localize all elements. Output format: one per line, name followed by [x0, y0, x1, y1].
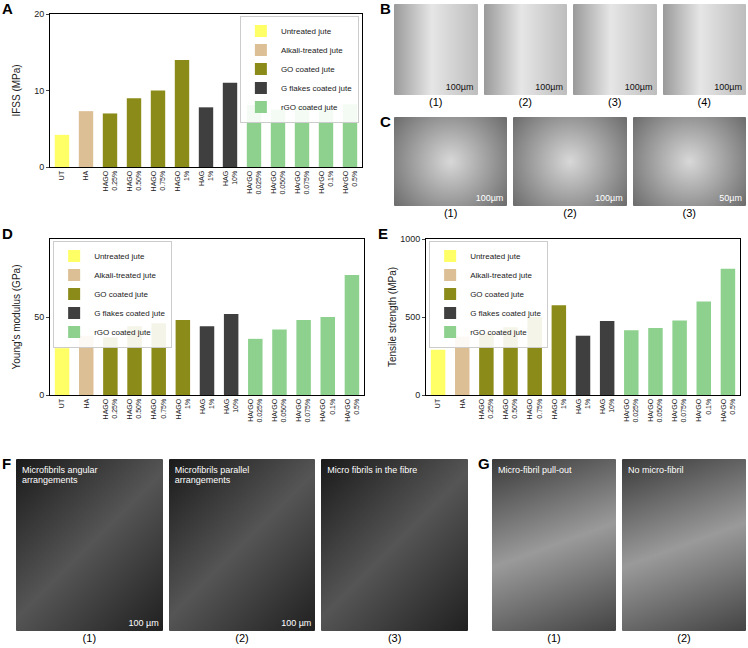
svg-text:Untreated jute: Untreated jute [281, 27, 332, 36]
html-text:100µm: 100µm [475, 193, 504, 203]
svg-text:HAG1%: HAG1% [575, 399, 591, 414]
html-text:100µm: 100µm [445, 82, 474, 92]
svg-text:HAG10%: HAG10% [222, 171, 238, 186]
svg-text:UT: UT [434, 398, 441, 408]
svg-text:HArGO0.050%: HArGO0.050% [647, 398, 663, 422]
svg-text:HAG1%: HAG1% [199, 399, 215, 414]
svg-text:HAGO1%: HAGO1% [174, 170, 190, 191]
html-text:B: B [380, 0, 391, 17]
svg-text:HArGO0.075%: HArGO0.075% [295, 398, 311, 422]
svg-text:GO coated jute: GO coated jute [470, 290, 524, 299]
html-text:(2): (2) [563, 207, 577, 219]
html-text:50µm: 50µm [719, 193, 742, 203]
svg-text:HAGO0.50%: HAGO0.50% [126, 398, 142, 419]
svg-text:HA: HA [82, 170, 89, 180]
html-text:(1): (1) [429, 96, 443, 108]
svg-text:HArGO0.5%: HArGO0.5% [342, 170, 358, 194]
svg-text:0: 0 [39, 162, 44, 172]
svg-text:20: 20 [34, 9, 44, 19]
svg-text:Young's modulus (GPa): Young's modulus (GPa) [11, 265, 22, 370]
html-text:100µm: 100µm [714, 82, 742, 92]
html-text:100µm: 100µm [595, 193, 623, 203]
svg-text:HAGO0.25%: HAGO0.25% [478, 398, 494, 419]
svg-text:1000: 1000 [400, 234, 420, 244]
svg-text:0: 0 [39, 390, 44, 400]
svg-text:10: 10 [34, 86, 44, 96]
svg-text:HArGO0.075%: HArGO0.075% [671, 398, 687, 422]
svg-text:HArGO0.075%: HArGO0.075% [294, 170, 310, 194]
html-text:(3): (3) [682, 207, 696, 219]
svg-text:Alkali-treated jute: Alkali-treated jute [281, 46, 343, 55]
svg-text:HAGO0.75%: HAGO0.75% [150, 398, 166, 419]
html-text:100 µm: 100 µm [128, 618, 159, 628]
svg-text:500: 500 [405, 312, 420, 322]
html-text:Micro fibrils in the fibre: Micro fibrils in the fibre [327, 465, 418, 475]
svg-text:GO coated jute: GO coated jute [281, 65, 335, 74]
svg-text:HArGO0.050%: HArGO0.050% [270, 170, 286, 194]
svg-text:HArGO0.1%: HArGO0.1% [319, 398, 335, 422]
svg-text:Alkali-treated jute: Alkali-treated jute [94, 271, 156, 280]
svg-text:HArGO0.025%: HArGO0.025% [246, 170, 262, 194]
html-text:100µm: 100µm [535, 82, 563, 92]
svg-text:HA: HA [459, 398, 466, 408]
svg-text:G flakes coated jute: G flakes coated jute [94, 309, 165, 318]
svg-text:rGO coated jute: rGO coated jute [94, 328, 151, 337]
html-text:C: C [380, 113, 391, 130]
html-text:E: E [378, 225, 388, 242]
svg-text:HAG1%: HAG1% [198, 171, 214, 186]
svg-text:Alkali-treated jute: Alkali-treated jute [470, 271, 532, 280]
svg-text:HAG10%: HAG10% [599, 399, 615, 414]
svg-text:GO coated jute: GO coated jute [94, 290, 148, 299]
svg-text:HAGO1%: HAGO1% [175, 398, 191, 419]
html-text:G: G [478, 455, 490, 472]
svg-text:Tensile strength (MPa): Tensile strength (MPa) [387, 267, 398, 367]
svg-text:HAGO0.25%: HAGO0.25% [102, 170, 118, 191]
html-text:F: F [2, 455, 12, 472]
svg-text:HArGO0.5%: HArGO0.5% [720, 398, 736, 422]
html-text:D: D [2, 225, 13, 242]
svg-text:HAGO0.50%: HAGO0.50% [126, 170, 142, 191]
svg-text:HAGO0.50%: HAGO0.50% [502, 398, 518, 419]
svg-text:HA: HA [83, 398, 90, 408]
svg-text:rGO coated jute: rGO coated jute [281, 103, 338, 112]
html-text:100 µm: 100 µm [281, 618, 312, 628]
svg-text:0: 0 [415, 390, 420, 400]
svg-text:UT: UT [58, 170, 65, 180]
html-text:Microfibrils parallel arrangem: Microfibrils parallel arrangements [174, 465, 250, 485]
svg-text:HAGO0.75%: HAGO0.75% [526, 398, 542, 419]
svg-text:G flakes coated jute: G flakes coated jute [281, 84, 352, 93]
html-text:(1): (1) [547, 632, 561, 644]
svg-text:Untreated jute: Untreated jute [470, 252, 521, 261]
html-text:A: A [2, 0, 13, 17]
svg-text:HAGO1%: HAGO1% [551, 398, 567, 419]
svg-text:HArGO0.1%: HArGO0.1% [695, 398, 711, 422]
svg-text:HAG10%: HAG10% [223, 399, 239, 414]
html-text:Microfibrils angular arrangeme: Microfibrils angular arrangements [22, 465, 98, 485]
html-text:No micro-fibril: No micro-fibril [628, 465, 684, 475]
html-text:(2): (2) [518, 96, 532, 108]
svg-text:UT: UT [58, 398, 65, 408]
svg-text:HArGO0.050%: HArGO0.050% [271, 398, 287, 422]
html-text:(1): (1) [443, 207, 458, 219]
html-text:100µm: 100µm [624, 82, 653, 92]
html-text:(2): (2) [677, 632, 691, 644]
html-text:Micro-fibril pull-out: Micro-fibril pull-out [498, 465, 572, 475]
svg-text:HAGO0.25%: HAGO0.25% [102, 398, 118, 419]
svg-text:HArGO0.5%: HArGO0.5% [344, 398, 360, 422]
svg-text:HArGO0.025%: HArGO0.025% [247, 398, 263, 422]
html-text:(3): (3) [388, 632, 402, 644]
svg-text:IFSS (MPa): IFSS (MPa) [11, 64, 22, 116]
html-text:(3): (3) [608, 96, 622, 108]
svg-text:50: 50 [34, 312, 44, 322]
html-text:(4): (4) [697, 96, 711, 108]
html-text:(1): (1) [82, 632, 97, 644]
svg-text:HArGO0.1%: HArGO0.1% [318, 170, 334, 194]
html-text:(2): (2) [235, 632, 249, 644]
svg-text:HAGO0.75%: HAGO0.75% [150, 170, 166, 191]
svg-text:rGO coated jute: rGO coated jute [470, 328, 527, 337]
svg-text:G flakes coated jute: G flakes coated jute [470, 309, 541, 318]
svg-text:Untreated jute: Untreated jute [94, 252, 145, 261]
svg-text:HArGO0.025%: HArGO0.025% [623, 398, 639, 422]
